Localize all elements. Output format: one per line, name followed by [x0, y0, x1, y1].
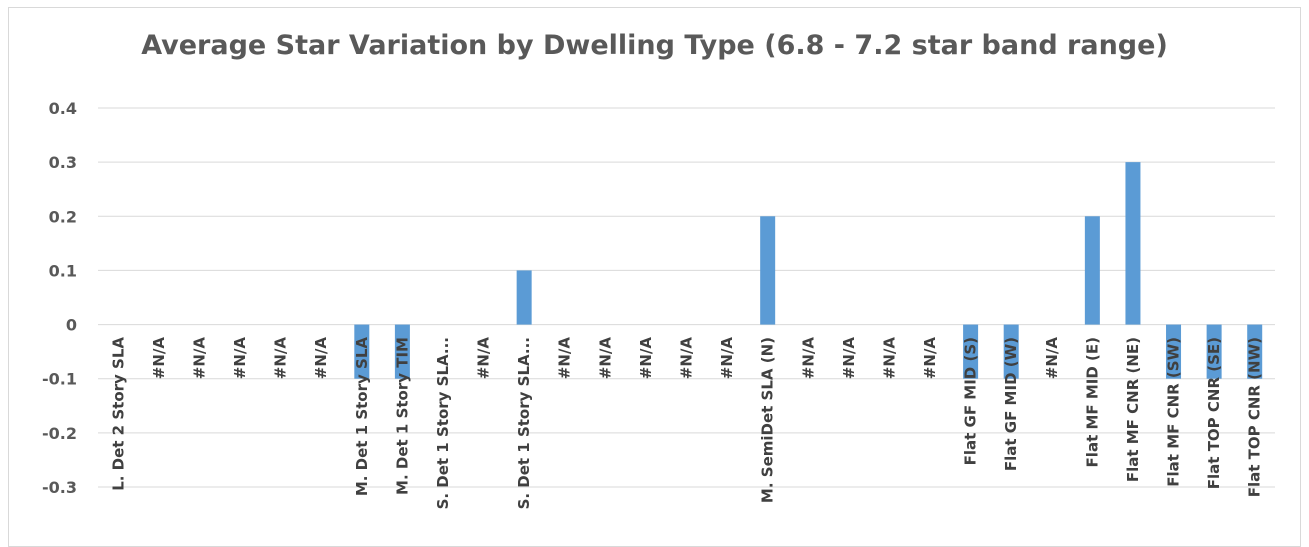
bar [1125, 162, 1141, 325]
bar [1206, 324, 1222, 379]
chart-title: Average Star Variation by Dwelling Type … [141, 30, 1168, 61]
bar [1247, 324, 1263, 379]
category-label: #N/A [272, 337, 290, 380]
bar [1003, 324, 1019, 379]
bar [354, 324, 370, 379]
category-label: #N/A [231, 337, 249, 380]
category-label: S. Det 1 Story SLA... [434, 337, 452, 509]
category-label: #N/A [312, 337, 330, 380]
category-label: #N/A [190, 337, 208, 380]
y-tick-label: 0.4 [49, 99, 77, 118]
category-label: #N/A [475, 337, 493, 380]
bars [354, 162, 1263, 379]
category-label: #N/A [150, 337, 168, 380]
category-label: Flat TOP CNR (NW) [1246, 337, 1264, 497]
bar [1166, 324, 1182, 379]
category-label: Flat MF CNR (NE) [1124, 337, 1142, 482]
y-axis-ticks: 0.4 0.3 0.2 0.1 0 -0.1 -0.2 -0.3 [42, 99, 77, 497]
y-tick-label: 0.1 [49, 261, 77, 280]
gridlines [98, 107, 1275, 488]
category-label: #N/A [637, 337, 655, 380]
bar [516, 270, 532, 325]
y-tick-label: -0.2 [42, 424, 77, 443]
category-labels: L. Det 2 Story SLA #N/A #N/A #N/A #N/A #N/A M.… [109, 337, 1263, 510]
category-label: Flat TOP CNR (SE) [1205, 337, 1223, 489]
category-label: #N/A [880, 337, 898, 380]
category-label: Flat MF CNR (SW) [1165, 337, 1183, 487]
category-label: M. SemiDet SLA (N) [759, 337, 777, 503]
category-label: #N/A [596, 337, 614, 380]
category-label: M. Det 1 Story TIM [393, 337, 411, 495]
category-label: L. Det 2 Story SLA [109, 337, 127, 491]
category-label: M. Det 1 Story SLA [353, 337, 371, 497]
y-tick-label: -0.1 [42, 370, 77, 389]
category-label: #N/A [678, 337, 696, 380]
y-tick-label: -0.3 [42, 478, 77, 497]
category-label: Flat GF MID (W) [1002, 337, 1020, 471]
category-label: S. Det 1 Story SLA... [515, 337, 533, 509]
bar [963, 324, 979, 379]
category-label: #N/A [921, 337, 939, 380]
category-label: #N/A [840, 337, 858, 380]
category-label: #N/A [1043, 337, 1061, 380]
category-label: Flat GF MID (S) [962, 337, 980, 465]
category-label: #N/A [718, 337, 736, 380]
bar [394, 324, 410, 379]
bar [1084, 216, 1100, 325]
category-label: Flat MF MID (E) [1083, 337, 1101, 467]
y-tick-label: 0 [66, 316, 77, 335]
y-tick-label: 0.3 [49, 153, 77, 172]
y-tick-label: 0.2 [49, 207, 77, 226]
bar [760, 216, 776, 325]
category-label: #N/A [799, 337, 817, 380]
category-label: #N/A [556, 337, 574, 380]
